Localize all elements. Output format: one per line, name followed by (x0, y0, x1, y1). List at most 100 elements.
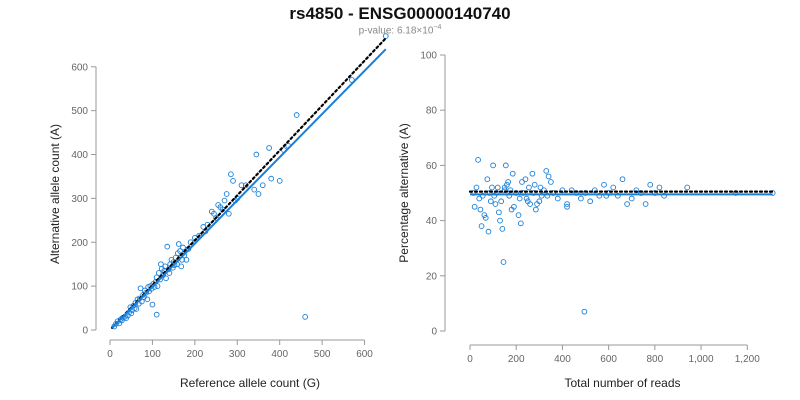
right-data-point (473, 184, 480, 191)
right-data-point (519, 179, 525, 185)
left-data-point (164, 243, 171, 250)
right-x-tick-label: 200 (508, 354, 525, 365)
right-data-point (506, 192, 513, 199)
left-y-tick-label: 0 (82, 326, 88, 337)
right-data-point (485, 228, 492, 235)
left-data-point (154, 283, 161, 289)
left-data-point (162, 263, 169, 270)
left-data-point (268, 175, 275, 182)
right-data-point (478, 223, 485, 229)
right-data-point (596, 192, 603, 199)
left-data-point (293, 112, 300, 118)
left-data-point (177, 248, 183, 254)
left-x-tick-label: 300 (229, 349, 246, 360)
right-data-point (601, 181, 607, 188)
right-y-tick-label: 20 (426, 271, 438, 282)
right-data-point (475, 157, 481, 163)
right-y-tick-label: 100 (420, 51, 437, 62)
right-data-point (533, 206, 539, 213)
right-data-point (603, 192, 610, 199)
right-data-point (498, 198, 505, 205)
right-data-point (482, 214, 489, 221)
right-data-point (500, 259, 507, 265)
right-data-point (487, 198, 494, 205)
left-data-point (276, 177, 283, 184)
right-data-point (527, 201, 533, 207)
left-x-axis-title: Reference allele count (G) (180, 376, 320, 390)
left-x-tick-label: 500 (314, 349, 331, 360)
right-data-point (477, 206, 484, 213)
chart-subtitle: p-value: 6.18×10−4 (0, 24, 800, 36)
right-data-point (494, 184, 501, 191)
left-x-tick-label: 0 (107, 349, 113, 360)
right-data-point (522, 176, 529, 183)
left-y-tick-label: 400 (71, 150, 88, 161)
right-data-point (492, 201, 499, 207)
right-data-point (610, 184, 617, 191)
right-data-point (479, 192, 486, 199)
left-data-point (382, 33, 389, 39)
left-x-tick-label: 400 (271, 349, 288, 360)
right-data-point (490, 162, 496, 169)
right-data-point (564, 203, 570, 210)
left-data-point (225, 210, 232, 217)
left-data-point (175, 241, 182, 247)
right-data-point (541, 187, 547, 194)
right-x-tick-label: 0 (467, 354, 473, 365)
right-data-point (661, 192, 667, 199)
right-x-tick-label: 800 (647, 354, 664, 365)
right-data-point (515, 212, 522, 218)
right-data-point (501, 184, 508, 191)
left-data-point (228, 171, 234, 178)
right-data-point (624, 201, 630, 207)
p-value-text: p-value: 6.18×10 (358, 25, 434, 37)
left-y-tick-label: 500 (71, 106, 88, 117)
right-data-point (656, 184, 663, 191)
right-x-tick-label: 400 (554, 354, 571, 365)
right-data-point (470, 190, 477, 196)
left-data-point (266, 145, 272, 151)
left-data-point (251, 186, 258, 193)
right-data-point (684, 184, 691, 191)
right-data-point (548, 179, 554, 185)
left-x-tick-label: 600 (356, 349, 373, 360)
right-data-point (543, 168, 550, 174)
right-y-tick-label: 40 (426, 216, 438, 227)
left-data-point (200, 224, 207, 230)
right-data-point (619, 176, 626, 183)
left-reference-line (111, 37, 387, 329)
left-y-tick-label: 100 (71, 282, 88, 293)
right-data-point (489, 184, 495, 191)
right-x-tick-label: 1,200 (735, 354, 760, 365)
right-data-point (615, 192, 621, 199)
left-data-point (221, 197, 228, 204)
right-x-axis-title: Total number of reads (564, 376, 680, 390)
left-data-point (183, 256, 190, 263)
right-data-point (587, 198, 594, 205)
right-data-point (581, 308, 588, 315)
left-data-point (211, 210, 217, 217)
right-y-tick-label: 80 (426, 106, 438, 117)
chart-title: rs4850 - ENSG00000140740 (289, 4, 511, 23)
left-data-point (138, 298, 145, 305)
p-value-exponent: −4 (433, 24, 442, 31)
left-x-tick-label: 100 (144, 349, 161, 360)
right-data-point (516, 195, 523, 202)
left-data-point (163, 275, 169, 282)
right-data-point (550, 190, 557, 196)
right-data-point (476, 195, 483, 202)
left-data-point (155, 270, 162, 276)
left-y-tick-label: 600 (71, 62, 88, 73)
right-data-point (484, 176, 491, 183)
left-data-point (149, 301, 156, 308)
right-y-tick-label: 60 (426, 161, 438, 172)
right-data-point (628, 195, 635, 202)
left-data-point (253, 151, 260, 158)
right-data-point (523, 195, 530, 202)
right-data-point (647, 181, 654, 188)
left-data-point (153, 311, 160, 318)
right-data-point (559, 187, 566, 194)
right-data-point (499, 226, 506, 232)
right-data-point (509, 170, 516, 177)
right-data-point (497, 217, 503, 224)
